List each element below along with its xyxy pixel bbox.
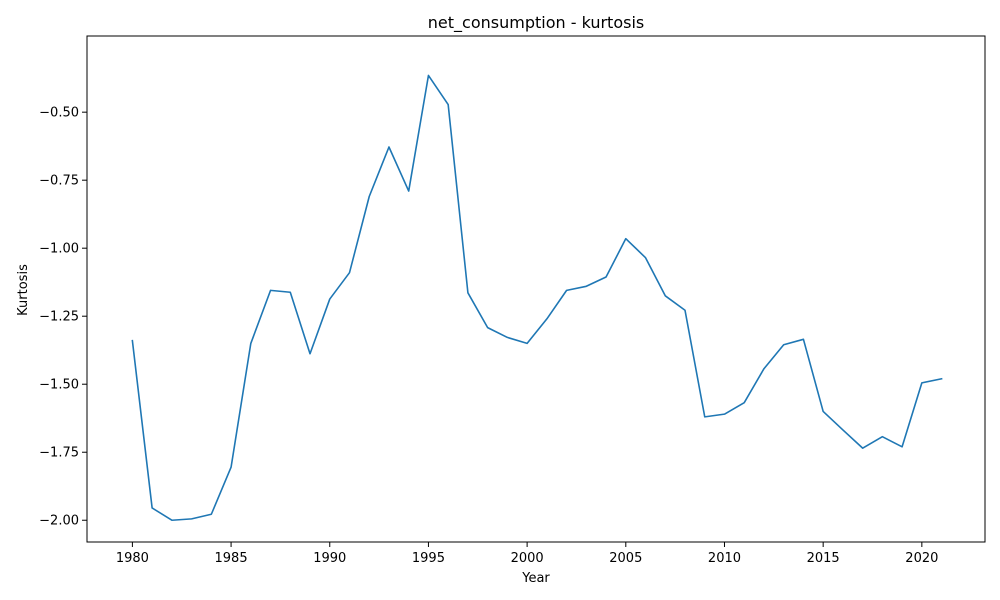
x-tick-label: 2010 xyxy=(708,551,741,566)
x-tick-label: 2000 xyxy=(511,551,544,566)
series-line xyxy=(131,74,943,522)
y-axis: −2.00 −1.75 −1.50 −1.25 −1.00 −0.75 −0.50 xyxy=(39,106,87,529)
chart-title: net_consumption - kurtosis xyxy=(428,13,644,33)
y-tick-label: −1.50 xyxy=(39,378,79,393)
x-tick-label: 2015 xyxy=(807,551,840,566)
plot-frame xyxy=(86,35,986,543)
x-tick-label: 1990 xyxy=(313,551,346,566)
x-tick-label: 2005 xyxy=(609,551,642,566)
y-tick-label: −0.75 xyxy=(39,174,79,189)
y-tick-label: −1.75 xyxy=(39,446,79,461)
y-tick-label: −0.50 xyxy=(39,106,79,121)
x-tick-label: 2020 xyxy=(905,551,938,566)
x-axis-label: Year xyxy=(521,571,550,586)
y-tick-label: −1.25 xyxy=(39,310,79,325)
plot-area xyxy=(131,74,943,522)
x-tick-label: 1985 xyxy=(215,551,248,566)
y-tick-label: −1.00 xyxy=(39,242,79,257)
x-axis: 1980 1985 1990 1995 2000 2005 2010 2015 2020 xyxy=(116,542,938,566)
x-tick-label: 1980 xyxy=(116,551,149,566)
x-tick-label: 1995 xyxy=(412,551,445,566)
y-tick-label: −2.00 xyxy=(39,514,79,529)
y-axis-label: Kurtosis xyxy=(16,264,31,316)
